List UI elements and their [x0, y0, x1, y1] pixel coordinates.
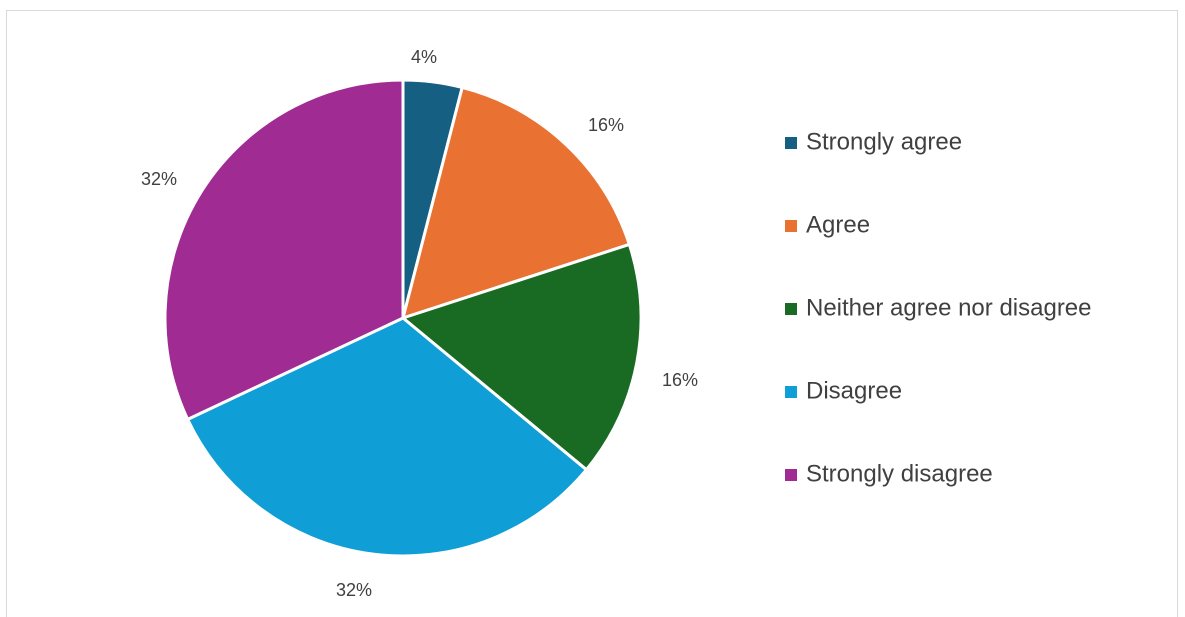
- pie-slice-agree: [401, 85, 631, 320]
- legend-swatch-strongly-disagree: [785, 469, 797, 481]
- data-label-strongly-agree: 4%: [411, 47, 437, 67]
- data-label-agree: 16%: [588, 115, 624, 135]
- legend-label-disagree: Disagree: [806, 377, 902, 404]
- pie-slice-disagree: [186, 316, 588, 558]
- data-label-neither-agree-nor-disagree: 16%: [662, 370, 698, 390]
- legend-label-agree: Agree: [806, 211, 870, 238]
- legend-label-strongly-agree: Strongly agree: [806, 128, 962, 155]
- pie-data-labels: 4% 16% 16% 32% 32%: [141, 47, 698, 600]
- chart-frame: [6, 10, 1178, 617]
- data-label-strongly-disagree: 32%: [141, 169, 177, 189]
- legend-swatch-strongly-agree: [785, 137, 797, 149]
- legend-swatch-neither-agree-nor-disagree: [785, 303, 797, 315]
- data-label-disagree: 32%: [336, 580, 372, 600]
- legend-label-strongly-disagree: Strongly disagree: [806, 460, 993, 487]
- pie-slice-neither-agree-nor-disagree: [401, 242, 643, 472]
- pie-slice-strongly-disagree: [163, 78, 405, 421]
- legend-swatch-disagree: [785, 386, 797, 398]
- legend-swatch-agree: [785, 220, 797, 232]
- legend-label-neither-agree-nor-disagree: Neither agree nor disagree: [806, 294, 1092, 321]
- legend: Strongly agree Agree Neither agree nor dis…: [785, 128, 1092, 487]
- pie-slices: [163, 78, 643, 558]
